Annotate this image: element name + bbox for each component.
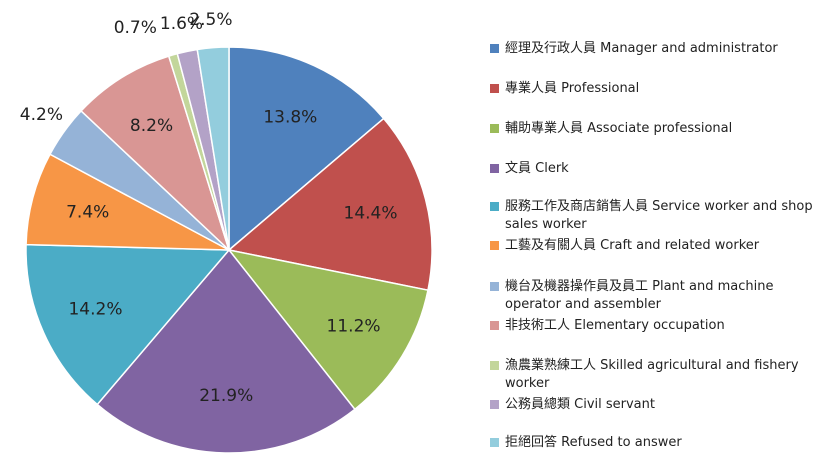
legend-swatch [490,282,499,291]
legend-label: 輔助專業人員 Associate professional [505,121,733,136]
slice [227,248,429,411]
legend-label: 經理及行政人員 Manager and administrator [505,41,778,56]
legend-swatch [490,164,499,173]
legend-item: 輔助專業人員 Associate professional [490,120,815,138]
data-label: 11.2% [327,316,381,336]
legend-label: 公務員總類 Civil servant [505,397,655,412]
slice [96,248,356,454]
legend-swatch [490,241,499,250]
legend-swatch [490,438,499,447]
legend-swatch [490,44,499,53]
legend-label: 工藝及有關人員 Craft and related worker [505,238,760,253]
data-label: 14.2% [68,299,122,319]
data-label: 21.9% [199,386,253,406]
legend-swatch [490,202,499,211]
data-label: 4.2% [20,105,63,125]
slice [196,46,230,251]
legend-item: 拒絕回答 Refused to answer [490,434,815,452]
legend-item: 工藝及有關人員 Craft and related worker [490,237,815,255]
legend-swatch [490,124,499,133]
legend-swatch [490,361,499,370]
legend-label: 非技術工人 Elementary occupation [505,318,725,333]
legend-swatch [490,400,499,409]
data-label: 2.5% [189,10,232,30]
slice [227,117,433,292]
legend-label: 服務工作及商店銷售人員 Service worker and shop sale… [505,199,813,232]
legend-item: 經理及行政人員 Manager and administrator [490,40,815,58]
legend-item: 服務工作及商店銷售人員 Service worker and shop sale… [490,198,815,234]
legend-item: 專業人員 Professional [490,80,815,98]
legend-label: 文員 Clerk [505,161,569,176]
data-label: 1.6% [160,14,203,34]
legend-item: 文員 Clerk [490,160,815,178]
legend-swatch [490,321,499,330]
data-label: 14.4% [344,203,398,223]
data-label: 13.8% [263,107,317,127]
data-label: 0.7% [114,18,157,38]
legend-label: 機台及機器操作員及員工 Plant and machine operator a… [505,279,774,312]
legend-label: 專業人員 Professional [505,81,640,96]
data-label: 8.2% [130,116,173,136]
legend-item: 公務員總類 Civil servant [490,396,815,414]
legend-label: 拒絕回答 Refused to answer [505,435,682,450]
legend-item: 漁農業熟練工人 Skilled agricultural and fishery… [490,357,815,393]
slice [80,55,231,253]
legend-label: 漁農業熟練工人 Skilled agricultural and fishery… [505,358,799,391]
legend-item: 機台及機器操作員及員工 Plant and machine operator a… [490,278,815,314]
slice [228,46,385,252]
data-label: 7.4% [66,203,109,223]
slice [25,243,231,406]
legend-item: 非技術工人 Elementary occupation [490,317,815,335]
legend-swatch [490,84,499,93]
